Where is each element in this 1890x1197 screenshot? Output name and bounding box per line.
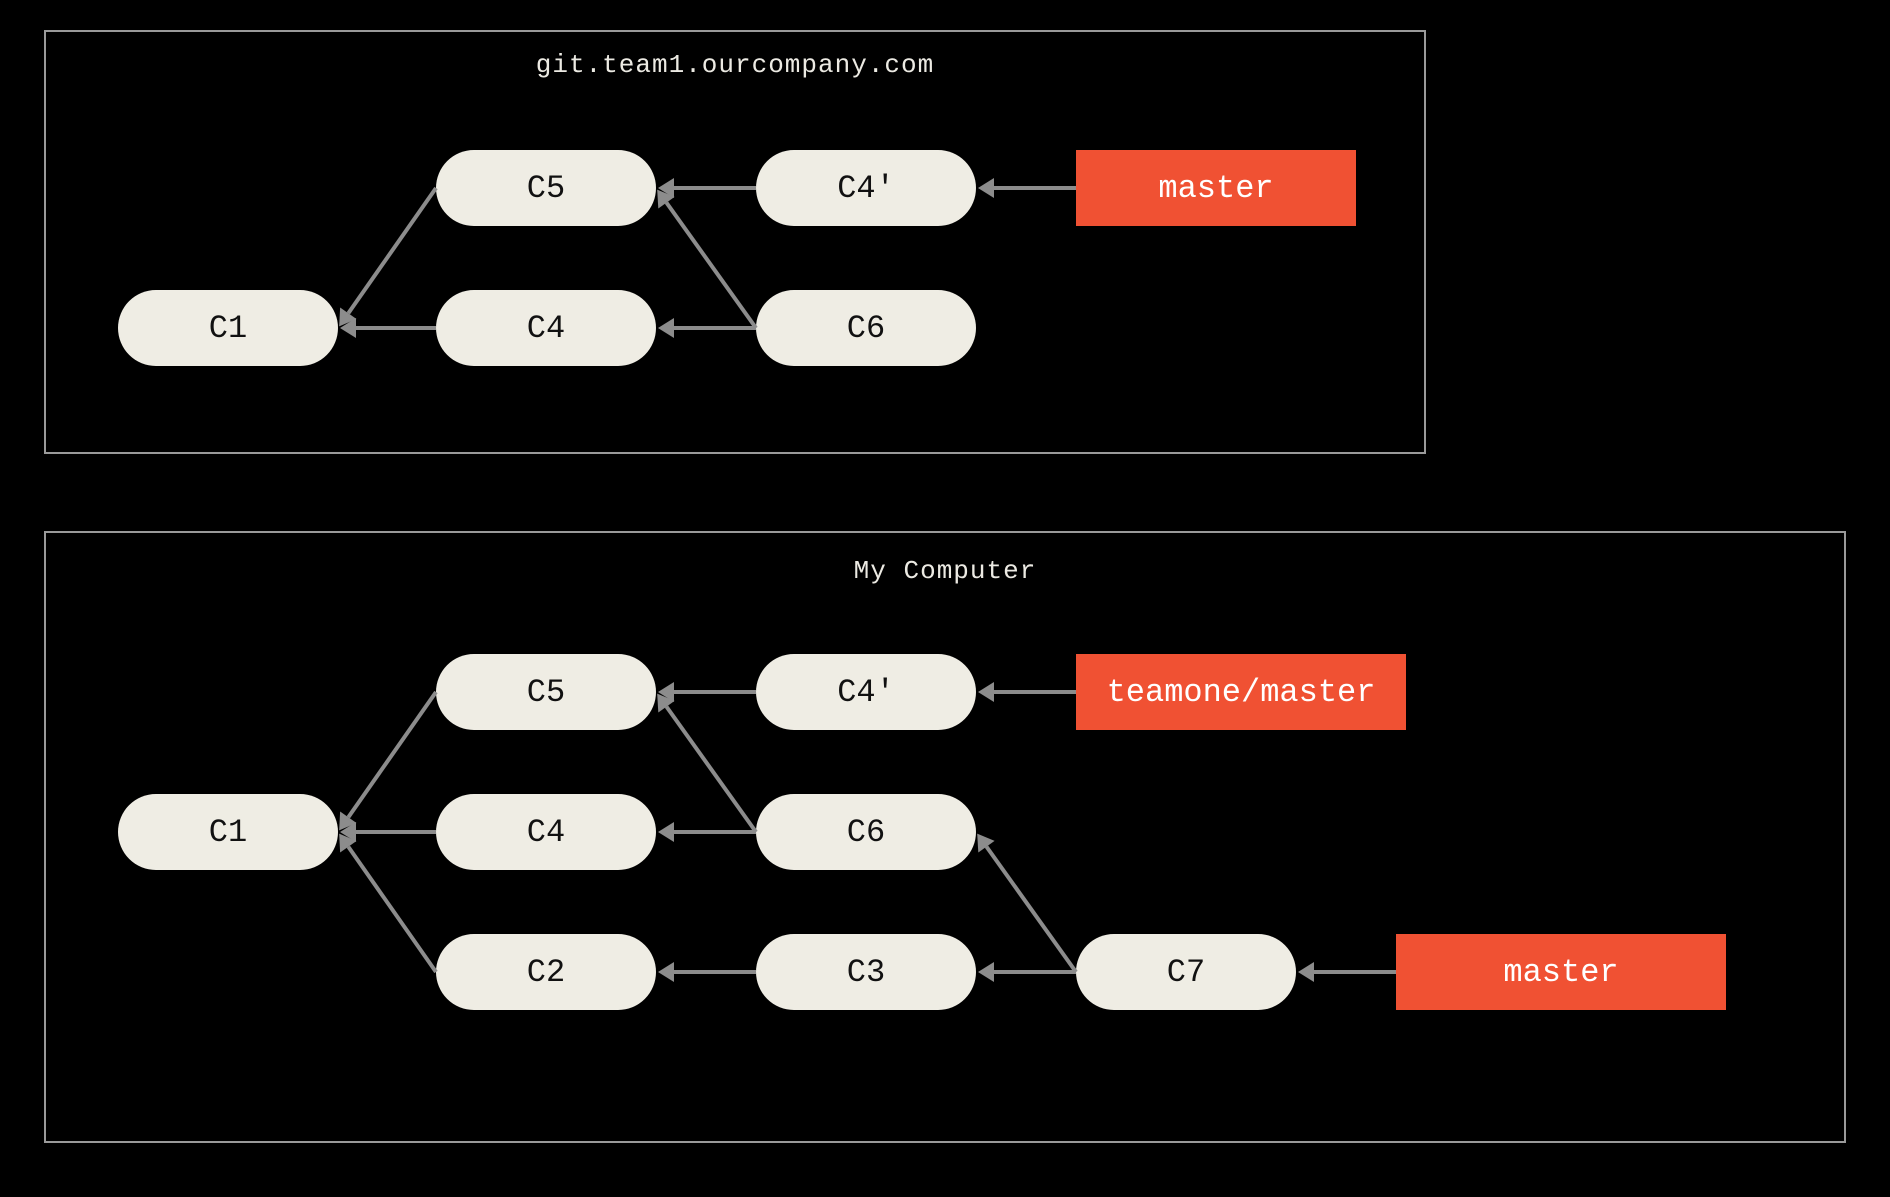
commit-node-r-c6: C6 (756, 290, 976, 366)
commit-node-l-c2: C2 (436, 934, 656, 1010)
branch-label-l-master: master (1396, 934, 1726, 1010)
commit-node-r-c5: C5 (436, 150, 656, 226)
commit-node-l-c5: C5 (436, 654, 656, 730)
commit-node-l-c4p: C4' (756, 654, 976, 730)
branch-label-l-teamone: teamone/master (1076, 654, 1406, 730)
commit-node-l-c1: C1 (118, 794, 338, 870)
commit-node-l-c3: C3 (756, 934, 976, 1010)
commit-node-l-c6: C6 (756, 794, 976, 870)
branch-label-r-master: master (1076, 150, 1356, 226)
commit-node-r-c4p: C4' (756, 150, 976, 226)
commit-node-r-c4: C4 (436, 290, 656, 366)
commit-node-l-c4: C4 (436, 794, 656, 870)
diagram-stage: git.team1.ourcompany.com My Computer C1 C5 C… (0, 0, 1890, 1197)
panel-title-remote: git.team1.ourcompany.com (536, 50, 934, 80)
commit-node-r-c1: C1 (118, 290, 338, 366)
commit-node-l-c7: C7 (1076, 934, 1296, 1010)
panel-title-local: My Computer (854, 556, 1037, 586)
panel-remote (44, 30, 1426, 454)
